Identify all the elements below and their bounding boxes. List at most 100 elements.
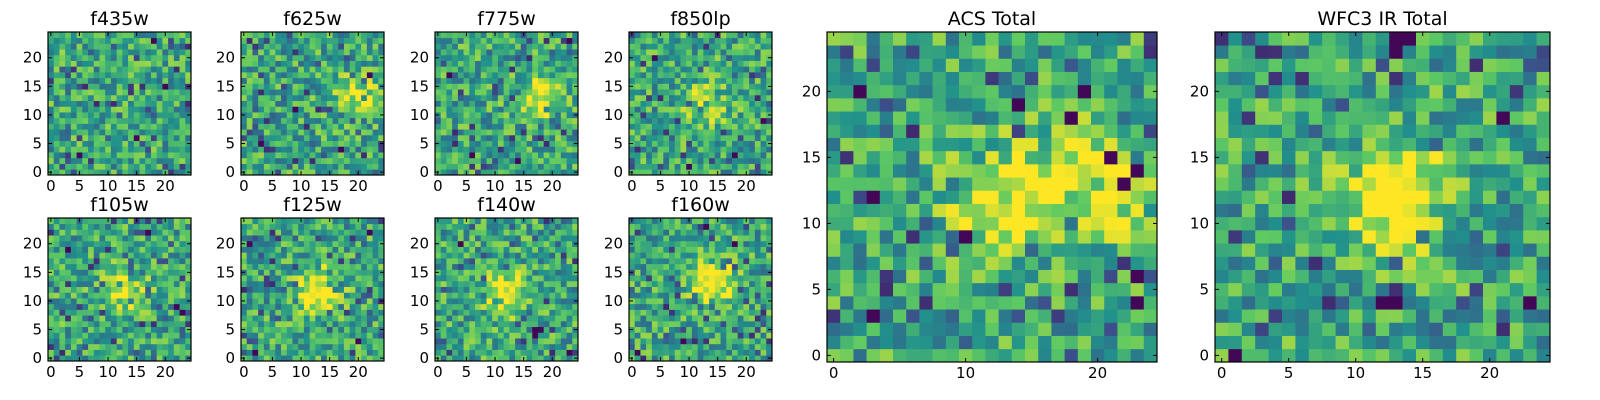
pixel-cell [646,140,653,147]
pixel-cell [150,218,158,225]
pixel-cell [168,117,175,124]
pixel-cell [378,292,385,299]
pixel-cell [185,246,192,253]
pixel-cell [760,72,767,79]
pixel-cell [168,292,175,299]
pixel-cell [281,157,288,164]
pixel-cell [315,112,322,119]
pixel-cell [680,49,687,56]
pixel-cell [48,338,55,345]
pixel-cell [657,146,664,153]
panel-title: f435w [90,8,149,30]
pixel-cell [185,315,192,322]
pixel-cell [185,94,192,101]
pixel-cell [475,157,482,164]
pixel-cell [440,129,447,136]
pixel-cell [634,157,641,164]
pixel-cell [162,49,169,56]
pixel-cell [355,235,362,242]
pixel-cell [760,338,767,345]
pixel-cell [269,298,276,305]
pixel-cell [76,77,83,84]
pixel-cell [156,286,163,293]
pixel-cell [378,332,385,339]
pixel-cell [309,349,316,356]
pixel-cell [281,77,288,84]
pixel-cell [463,134,470,142]
pixel-cell [515,134,522,142]
pixel-cell [766,292,773,299]
pixel-cell [361,315,368,322]
pixel-cell [463,349,470,356]
pixel-cell [515,349,522,356]
pixel-cell [128,332,135,339]
pixel-cell [515,129,522,136]
pixel-cell [714,106,721,113]
pixel-cell [663,152,670,159]
pixel-cell [122,66,129,73]
pixel-cell [162,152,169,159]
pixel-cell [93,355,100,362]
pixel-cell [128,66,135,73]
pixel-cell [463,106,470,113]
pixel-cell [70,43,77,50]
pixel-cell [555,60,562,67]
pixel-cell [105,252,112,259]
pixel-cell [720,343,727,350]
pixel-cell [640,54,647,61]
pixel-cell [263,117,270,124]
pixel-cell [82,100,89,107]
pixel-cell [726,332,733,339]
pixel-cell [252,309,259,316]
pixel-cell [720,326,727,333]
pixel-cell [691,100,698,107]
pixel-cell [486,223,493,230]
pixel-cell [349,332,356,339]
pixel-cell [156,263,163,270]
pixel-cell [492,49,499,56]
pixel-cell [520,112,527,119]
pixel-cell [555,252,562,259]
pixel-cell [343,49,351,56]
pixel-cell [566,246,573,253]
pixel-cell [629,332,636,339]
pixel-cell [435,309,442,316]
pixel-cell [150,134,158,142]
pixel-cell [526,240,533,247]
pixel-cell [145,218,152,225]
pixel-cell [737,286,744,293]
pixel-cell [720,134,727,142]
pixel-cell [720,83,727,90]
pixel-cell [731,303,739,310]
pixel-cell [70,140,77,147]
pixel-cell [463,338,470,345]
pixel-cell [326,240,333,247]
pixel-cell [156,309,163,316]
pixel-cell [743,77,750,84]
pixel-cell [252,338,259,345]
pixel-cell [492,106,499,113]
pixel-cell [743,157,750,164]
pixel-cell [343,112,351,119]
pixel-cell [110,94,117,101]
pixel-cell [446,72,453,79]
pixel-cell [663,280,670,287]
pixel-cell [59,218,66,225]
pixel-cell [246,309,253,316]
pixel-cell [475,326,482,333]
pixel-cell [703,309,710,316]
pixel-cell [366,326,373,333]
pixel-cell [743,72,750,79]
pixel-cell [469,32,476,39]
pixel-cell [737,123,744,130]
pixel-cell [286,94,293,101]
pixel-cell [179,286,186,293]
pixel-cell [680,269,687,276]
pixel-cell [122,112,129,119]
pixel-cell [709,355,716,362]
pixel-cell [475,37,482,44]
pixel-cell [128,349,135,356]
pixel-cell [497,134,504,142]
pixel-cell [469,106,476,113]
